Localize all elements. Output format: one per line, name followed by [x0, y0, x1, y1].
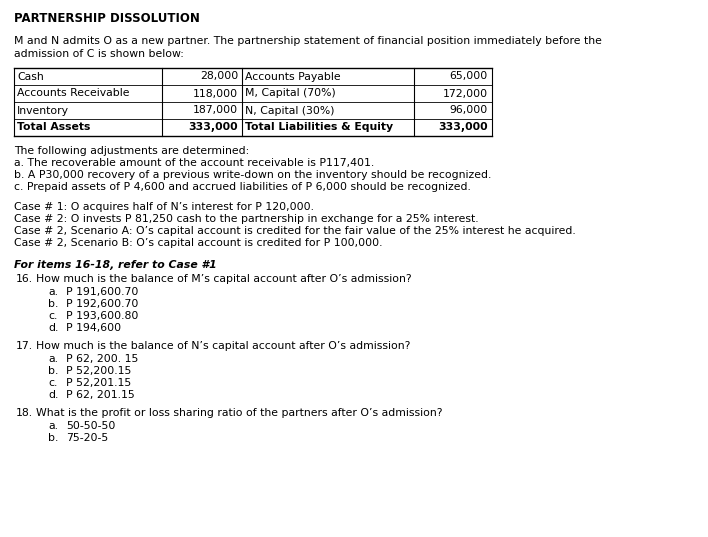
Text: a.: a.	[48, 287, 58, 297]
Text: 17.: 17.	[16, 341, 33, 351]
Text: admission of C is shown below:: admission of C is shown below:	[14, 49, 184, 59]
Text: P 191,600.70: P 191,600.70	[66, 287, 138, 297]
Text: 18.: 18.	[16, 408, 33, 418]
Text: 50-50-50: 50-50-50	[66, 421, 115, 431]
Text: 65,000: 65,000	[450, 71, 488, 82]
Text: 187,000: 187,000	[193, 105, 238, 115]
Text: M and N admits O as a new partner. The partnership statement of financial positi: M and N admits O as a new partner. The p…	[14, 36, 602, 46]
Text: How much is the balance of M’s capital account after O’s admission?: How much is the balance of M’s capital a…	[36, 274, 411, 284]
Text: a.: a.	[48, 421, 58, 431]
Text: Case # 2, Scenario B: O’s capital account is credited for P 100,000.: Case # 2, Scenario B: O’s capital accoun…	[14, 238, 382, 248]
Text: Accounts Payable: Accounts Payable	[245, 71, 341, 82]
Text: 118,000: 118,000	[193, 89, 238, 98]
Text: 28,000: 28,000	[200, 71, 238, 82]
Text: 16.: 16.	[16, 274, 33, 284]
Text: c.: c.	[48, 378, 57, 388]
Text: b.: b.	[48, 433, 58, 443]
Text: 96,000: 96,000	[450, 105, 488, 115]
Text: 333,000: 333,000	[438, 122, 488, 133]
Text: Case # 2: O invests P 81,250 cash to the partnership in exchange for a 25% inter: Case # 2: O invests P 81,250 cash to the…	[14, 214, 479, 224]
Text: The following adjustments are determined:: The following adjustments are determined…	[14, 146, 249, 156]
Text: b.: b.	[48, 299, 58, 309]
Text: P 194,600: P 194,600	[66, 323, 121, 333]
Text: P 62, 200. 15: P 62, 200. 15	[66, 354, 138, 364]
Text: Total Assets: Total Assets	[17, 122, 91, 133]
Text: Total Liabilities & Equity: Total Liabilities & Equity	[245, 122, 393, 133]
Text: b.: b.	[48, 366, 58, 376]
Text: PARTNERSHIP DISSOLUTION: PARTNERSHIP DISSOLUTION	[14, 12, 200, 25]
Text: N, Capital (30%): N, Capital (30%)	[245, 105, 334, 115]
Text: Cash: Cash	[17, 71, 44, 82]
Text: d.: d.	[48, 323, 58, 333]
Text: M, Capital (70%): M, Capital (70%)	[245, 89, 336, 98]
Text: P 193,600.80: P 193,600.80	[66, 311, 138, 321]
Text: Case # 2, Scenario A: O’s capital account is credited for the fair value of the : Case # 2, Scenario A: O’s capital accoun…	[14, 226, 576, 236]
Text: How much is the balance of N’s capital account after O’s admission?: How much is the balance of N’s capital a…	[36, 341, 411, 351]
Text: 172,000: 172,000	[443, 89, 488, 98]
Text: a. The recoverable amount of the account receivable is P117,401.: a. The recoverable amount of the account…	[14, 158, 375, 168]
Text: c.: c.	[48, 311, 57, 321]
Text: a.: a.	[48, 354, 58, 364]
Text: b. A P30,000 recovery of a previous write-down on the inventory should be recogn: b. A P30,000 recovery of a previous writ…	[14, 170, 491, 180]
Text: For items 16-18, refer to Case #1: For items 16-18, refer to Case #1	[14, 260, 217, 270]
Text: P 192,600.70: P 192,600.70	[66, 299, 138, 309]
Text: Inventory: Inventory	[17, 105, 69, 115]
Text: P 52,200.15: P 52,200.15	[66, 366, 132, 376]
Text: Accounts Receivable: Accounts Receivable	[17, 89, 130, 98]
Text: d.: d.	[48, 390, 58, 400]
Text: Case # 1: O acquires half of N’s interest for P 120,000.: Case # 1: O acquires half of N’s interes…	[14, 202, 314, 212]
Text: c. Prepaid assets of P 4,600 and accrued liabilities of P 6,000 should be recogn: c. Prepaid assets of P 4,600 and accrued…	[14, 182, 471, 192]
Text: 333,000: 333,000	[188, 122, 238, 133]
Text: What is the profit or loss sharing ratio of the partners after O’s admission?: What is the profit or loss sharing ratio…	[36, 408, 442, 418]
Text: P 52,201.15: P 52,201.15	[66, 378, 131, 388]
Text: P 62, 201.15: P 62, 201.15	[66, 390, 135, 400]
Text: 75-20-5: 75-20-5	[66, 433, 108, 443]
